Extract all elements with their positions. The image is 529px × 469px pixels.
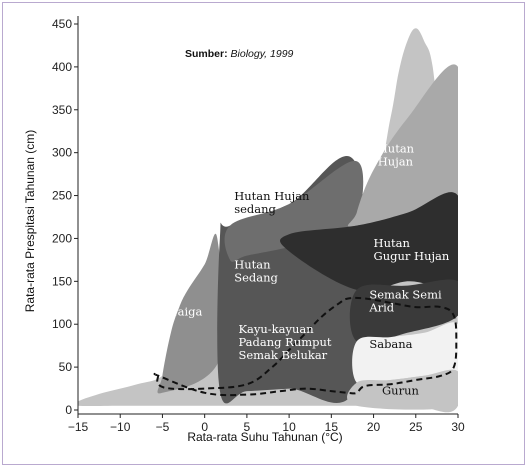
dashed-boundary-line <box>153 296 458 397</box>
region-hutan-hujan <box>347 64 458 227</box>
x-tick-label: 25 <box>409 420 423 434</box>
region-semak-semi-arid <box>349 279 458 344</box>
y-tick-label: 200 <box>52 231 72 245</box>
region-hutan-hujan-sedang <box>224 160 364 262</box>
x-tick-label: −15 <box>68 420 89 434</box>
source-label: Sumber <box>185 48 224 60</box>
label-hutan-hujan: Hutan Hujan <box>378 142 415 169</box>
source-text: Biology, 1999 <box>231 48 294 60</box>
region-taiga <box>157 233 225 394</box>
x-tick-label: −5 <box>156 420 170 434</box>
label-gurun: Gurun <box>382 384 419 398</box>
y-axis-label: Rata-rata Prespitasi Tahunan (cm) <box>23 130 37 313</box>
biome-labels: Hutan Hujan sedang Hutan Hujan Hutan Gugur Hu… <box>171 142 450 398</box>
dashed-boundary <box>153 296 458 397</box>
y-tick-label: 300 <box>52 146 72 160</box>
label-hutan-gugur-hujan: Hutan Gugur Hujan <box>374 236 450 263</box>
label-kayu-kayuan-padang-rumput-semak-belukar: Kayu-kayuan Padang Rumput Semak Belukar <box>238 322 331 362</box>
source-note: Sumber: Biology, 1999 <box>185 48 294 60</box>
region-sabana <box>352 322 458 386</box>
x-tick-label: 30 <box>451 420 465 434</box>
x-tick-label: 5 <box>244 420 251 434</box>
y-tick-label: 50 <box>59 360 73 374</box>
label-semak-semi-arid: Semak Semi Arid <box>368 287 442 314</box>
y-tick-label: 150 <box>52 274 72 288</box>
region-gurun <box>347 369 458 410</box>
label-hutan-sedang: Hutan Sedang <box>234 257 278 284</box>
x-tick-label: −10 <box>110 420 131 434</box>
y-tick-label: 450 <box>52 17 72 31</box>
y-tick-label: 250 <box>52 189 72 203</box>
biome-regions <box>78 28 458 413</box>
label-sabana: Sabana <box>369 337 412 351</box>
x-tick-label: 0 <box>201 420 208 434</box>
y-tick-label: 0 <box>65 403 72 417</box>
y-tick-label: 400 <box>52 60 72 74</box>
y-tick-label: 100 <box>52 317 72 331</box>
axes: −15 −10 −5 0 5 10 15 20 25 3005010015020025030035… <box>52 16 465 434</box>
x-tick-label: 10 <box>282 420 296 434</box>
label-taiga: Taiga <box>171 305 203 319</box>
y-tick-label: 350 <box>52 103 72 117</box>
region-hutan-gugur-hujan <box>280 192 458 292</box>
x-tick-label: 15 <box>325 420 339 434</box>
x-tick-label: 20 <box>367 420 381 434</box>
x-axis-label: Rata-rata Suhu Tahunan (°C) <box>187 430 342 444</box>
label-hutan-hujan-sedang: Hutan Hujan sedang <box>234 189 310 216</box>
